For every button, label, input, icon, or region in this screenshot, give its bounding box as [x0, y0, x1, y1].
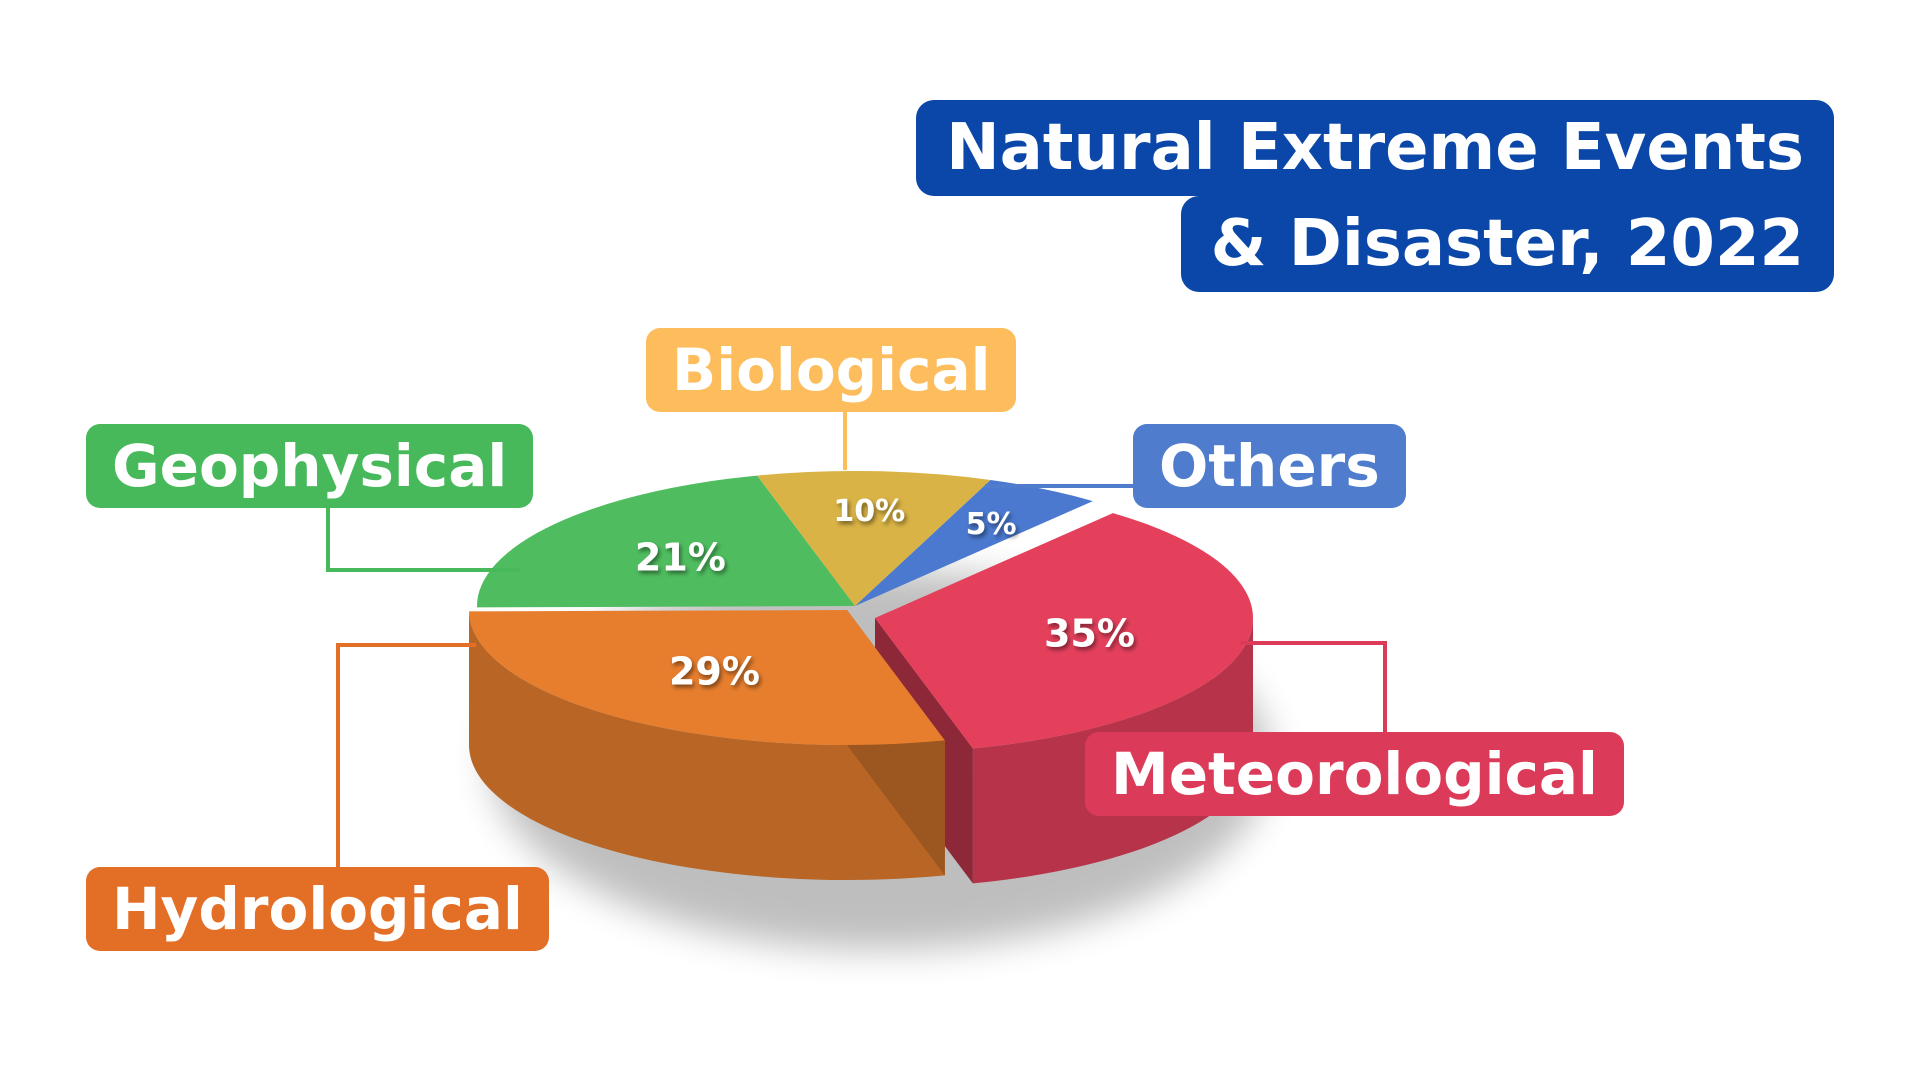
label-meteorological: Meteorological [1085, 732, 1624, 816]
pie-slice-hydrological [469, 610, 945, 745]
pct-label-hydrological: 29% [669, 649, 760, 693]
pie-slice-meteorological [875, 513, 1254, 749]
label-hydrological: Hydrological [86, 867, 549, 951]
percentage-labels: 5% 35% 29% 21% 10% [635, 494, 1135, 693]
pct-label-biological: 10% [833, 494, 905, 529]
title-line-2: & Disaster, 2022 [1180, 196, 1834, 292]
pie-slice-others [855, 479, 1093, 606]
pie-side-hydrological [469, 611, 945, 880]
label-connectors [326, 412, 1387, 869]
label-biological: Biological [646, 328, 1017, 412]
pie-slice-geophysical [476, 475, 855, 608]
label-others: Others [1133, 424, 1406, 508]
connector-geophysical [326, 508, 520, 572]
pct-label-geophysical: 21% [635, 536, 726, 580]
pie-tops [469, 471, 1254, 749]
title-line-1: Natural Extreme Events [916, 100, 1834, 196]
connector-meteorological [1240, 641, 1387, 734]
pie-slice-biological [757, 471, 991, 606]
connector-hydrological [336, 643, 476, 869]
label-geophysical: Geophysical [86, 424, 534, 508]
pct-label-others: 5% [966, 507, 1017, 542]
pct-label-meteorological: 35% [1044, 611, 1135, 655]
chart-title: Natural Extreme Events & Disaster, 2022 [916, 100, 1834, 292]
